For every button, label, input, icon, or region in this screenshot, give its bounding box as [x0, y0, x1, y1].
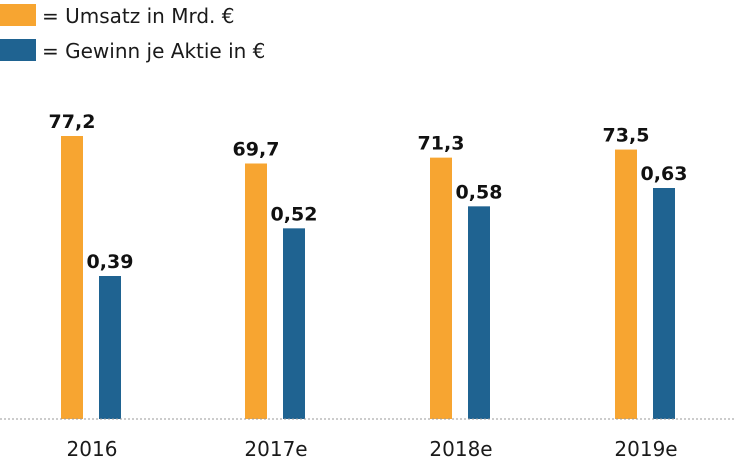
bar-umsatz-2017e — [245, 163, 267, 419]
value-label-gewinn-2017e: 0,52 — [271, 203, 318, 225]
value-label-umsatz-2019e: 73,5 — [603, 125, 650, 147]
bar-gewinn-2018e — [468, 206, 490, 419]
x-tick-label-2019e: 2019e — [614, 437, 677, 461]
bar-umsatz-2016 — [61, 136, 83, 419]
legend-label-umsatz: = Umsatz in Mrd. € — [42, 4, 234, 28]
legend-swatch-gewinn — [0, 39, 36, 61]
value-label-umsatz-2016: 77,2 — [49, 111, 96, 133]
bar-umsatz-2019e — [615, 149, 637, 419]
value-labels-group: 77,2 0,39 69,7 0,52 71,3 0,58 73,5 0,63 — [49, 111, 688, 273]
legend: = Umsatz in Mrd. € = Gewinn je Aktie in … — [0, 4, 265, 63]
x-tick-label-2018e: 2018e — [429, 437, 492, 461]
x-tick-label-2017e: 2017e — [244, 437, 307, 461]
bar-gewinn-2019e — [653, 188, 675, 419]
x-axis-ticks: 2016 2017e 2018e 2019e — [67, 437, 678, 461]
value-label-gewinn-2019e: 0,63 — [641, 163, 688, 185]
bar-umsatz-2018e — [430, 157, 452, 419]
bars-group — [61, 136, 675, 419]
legend-swatch-umsatz — [0, 4, 36, 26]
x-tick-label-2016: 2016 — [67, 437, 118, 461]
value-label-gewinn-2016: 0,39 — [87, 251, 134, 273]
bar-gewinn-2017e — [283, 228, 305, 419]
legend-label-gewinn: = Gewinn je Aktie in € — [42, 39, 265, 63]
value-label-gewinn-2018e: 0,58 — [456, 181, 503, 203]
value-label-umsatz-2017e: 69,7 — [233, 138, 280, 160]
value-label-umsatz-2018e: 71,3 — [418, 133, 465, 155]
bar-gewinn-2016 — [99, 276, 121, 419]
